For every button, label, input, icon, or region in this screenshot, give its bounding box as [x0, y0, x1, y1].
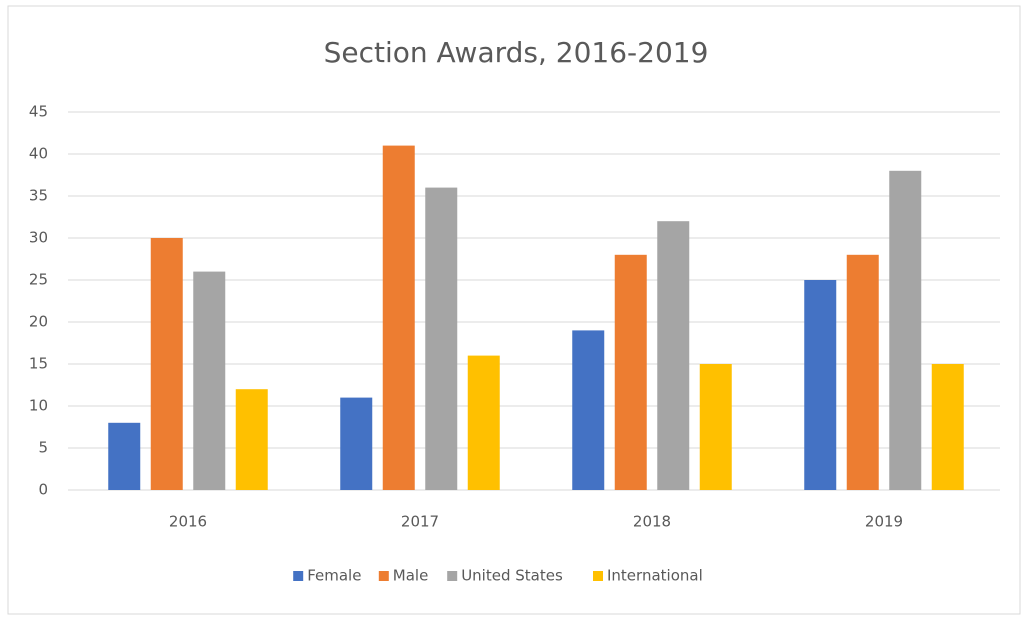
x-tick-label: 2019: [865, 513, 903, 531]
chart-title: Section Awards, 2016-2019: [324, 36, 709, 69]
y-tick-label: 30: [29, 229, 48, 247]
y-tick-label: 25: [29, 271, 48, 289]
x-tick-label: 2017: [401, 513, 439, 531]
y-tick-label: 45: [29, 103, 48, 121]
bar: [572, 330, 605, 490]
y-tick-label: 40: [29, 145, 48, 163]
legend-label: International: [607, 567, 703, 585]
x-tick-label: 2018: [633, 513, 671, 531]
bar: [889, 170, 922, 491]
bar: [235, 389, 268, 490]
y-tick-label: 0: [38, 481, 48, 499]
y-tick-label: 20: [29, 313, 48, 331]
bar: [699, 364, 732, 490]
bar: [657, 221, 690, 490]
bar: [804, 280, 837, 490]
legend-label: Male: [393, 567, 429, 585]
bar: [193, 271, 226, 490]
legend-swatch: [593, 571, 603, 581]
legend-label: United States: [461, 567, 563, 585]
x-tick-label: 2016: [169, 513, 207, 531]
bar: [467, 355, 500, 490]
bar: [108, 422, 141, 490]
bar: [340, 397, 373, 490]
legend-swatch: [447, 571, 458, 581]
bar: [846, 254, 879, 490]
bar: [931, 364, 964, 490]
bar: [150, 238, 183, 490]
y-tick-label: 15: [29, 355, 48, 373]
legend-label: Female: [307, 567, 361, 585]
y-tick-label: 35: [29, 187, 48, 205]
legend-swatch: [293, 571, 304, 581]
y-tick-label: 5: [38, 439, 48, 457]
bar: [382, 145, 415, 490]
bar: [614, 254, 647, 490]
y-tick-label: 10: [29, 397, 48, 415]
bar: [425, 187, 458, 490]
legend-swatch: [378, 571, 389, 581]
